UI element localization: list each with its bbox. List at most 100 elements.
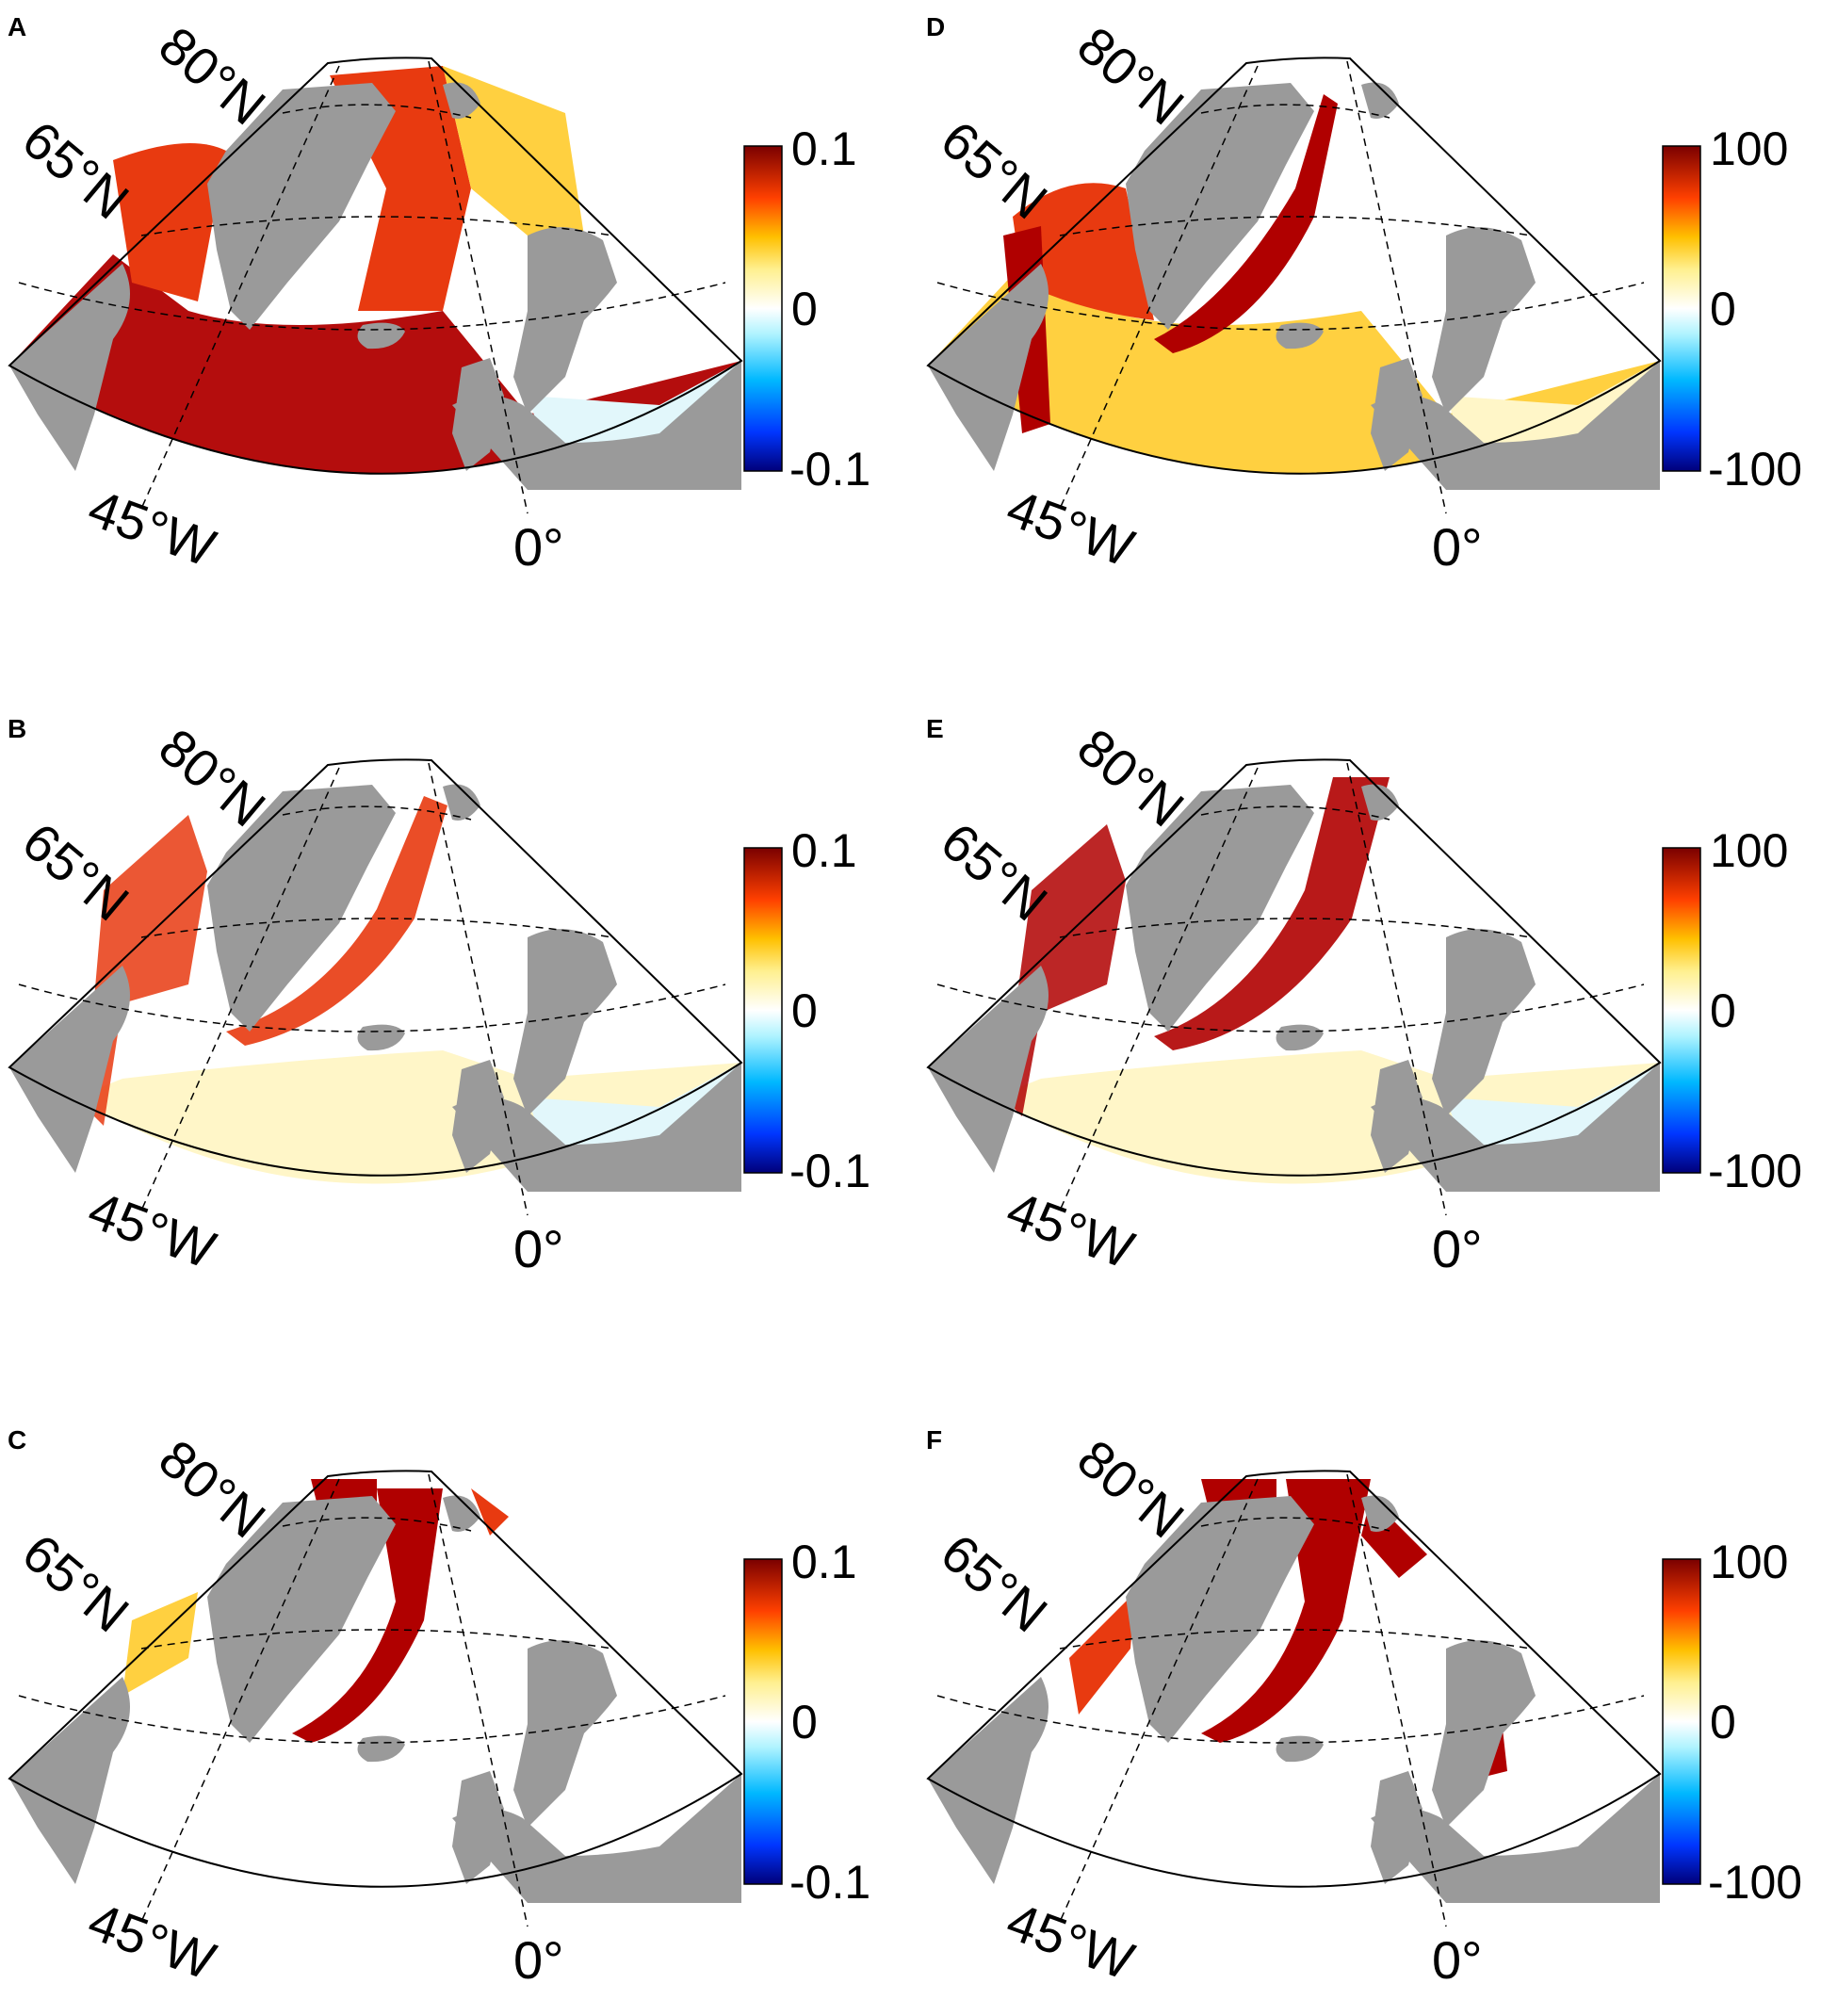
- latitude-line-80n: [1200, 805, 1390, 821]
- colorbar-gradient: [743, 847, 783, 1174]
- lat-label-65n: 65°N: [11, 1522, 139, 1644]
- svalbard-landmass: [1361, 1495, 1399, 1532]
- map-frame: [8, 758, 743, 1177]
- colorbar: 100 0 -100: [1662, 1536, 1802, 1909]
- lon-label-0: 0°: [513, 1930, 564, 1990]
- lon-label-0: 0°: [1432, 517, 1483, 577]
- scandinavia-landmass: [1432, 929, 1536, 1116]
- latitude-line-80n: [282, 1517, 472, 1532]
- lon-label-0: 0°: [513, 517, 564, 577]
- colorbar-mid-label: 0: [791, 283, 818, 335]
- longitude-line-45w: [1059, 65, 1259, 510]
- north-america-landmass: [928, 966, 1049, 1173]
- colorbar-min-label: -100: [1708, 1856, 1802, 1909]
- map-frame: [926, 1470, 1662, 1888]
- europe-landmass: [1371, 361, 1660, 490]
- greenland-landmass: [1126, 785, 1314, 1032]
- lon-label-45w: 45°W: [1000, 1179, 1142, 1279]
- graticule: [18, 762, 726, 1216]
- colorbar-max-label: 100: [1710, 122, 1788, 175]
- greenland-landmass: [1126, 1496, 1314, 1743]
- greenland-landmass: [207, 83, 396, 330]
- land-masses: [928, 784, 1660, 1192]
- latitude-line-60n: [18, 282, 726, 331]
- map-panel-b: B 80°N65°N45°W 0°0.10-0.1: [8, 714, 870, 1279]
- longitude-line-0: [428, 60, 528, 514]
- colorbar-gradient: [743, 1558, 783, 1885]
- land-masses: [928, 82, 1660, 490]
- positive-anomaly-region: [85, 815, 207, 1126]
- map-frame: [926, 57, 1662, 475]
- colorbar-max-label: 0.1: [791, 824, 857, 877]
- colorbar-min-label: -100: [1708, 443, 1802, 496]
- svalbard-landmass: [443, 82, 480, 119]
- lon-label-45w: 45°W: [81, 1179, 223, 1279]
- panel-label: D: [926, 12, 945, 41]
- graticule: [18, 60, 726, 514]
- graticule: [936, 60, 1645, 514]
- positive-anomaly-region: [292, 1488, 443, 1743]
- positive-anomaly-region: [471, 1488, 509, 1536]
- latitude-line-80n: [282, 104, 472, 119]
- colorbar-max-label: 100: [1710, 1536, 1788, 1588]
- land-masses: [928, 1495, 1660, 1903]
- colorbar-mid-label: 0: [791, 984, 818, 1037]
- colorbar: 0.1 0 -0.1: [743, 824, 870, 1197]
- colorbar: 0.1 0 -0.1: [743, 1536, 870, 1909]
- field-shading: [994, 777, 1660, 1184]
- field-shading: [9, 66, 741, 474]
- longitude-line-45w: [140, 767, 340, 1211]
- north-america-landmass: [9, 966, 130, 1173]
- colorbar: 100 0 -100: [1662, 824, 1802, 1197]
- longitude-line-45w: [140, 1478, 340, 1923]
- colorbar-mid-label: 0: [1710, 283, 1736, 335]
- colorbar: 0.1 0 -0.1: [743, 122, 870, 496]
- panel-label: F: [926, 1425, 942, 1455]
- longitude-line-0: [1346, 1473, 1447, 1927]
- scandinavia-landmass: [513, 929, 617, 1116]
- panel-label: B: [8, 714, 26, 743]
- lon-label-0: 0°: [1432, 1219, 1483, 1278]
- lat-label-65n: 65°N: [11, 109, 139, 231]
- lon-label-45w: 45°W: [81, 478, 223, 577]
- positive-anomaly-region: [226, 796, 447, 1046]
- svalbard-landmass: [1361, 784, 1399, 821]
- colorbar: 100 0 -100: [1662, 122, 1802, 496]
- lon-label-45w: 45°W: [1000, 478, 1142, 577]
- latitude-line-60n: [18, 984, 726, 1032]
- europe-landmass: [452, 361, 741, 490]
- colorbar-mid-label: 0: [1710, 984, 1736, 1037]
- greenland-landmass: [207, 1496, 396, 1743]
- lon-label-45w: 45°W: [1000, 1891, 1142, 1991]
- graticule: [936, 1473, 1645, 1927]
- colorbar-min-label: -0.1: [789, 1145, 870, 1197]
- latitude-line-80n: [1200, 104, 1390, 119]
- map-panel-c: C 80°N65°N45°W 0°0.10-0.1: [8, 1425, 870, 1991]
- north-america-landmass: [9, 264, 130, 471]
- panel-label: C: [8, 1425, 26, 1455]
- greenland-landmass: [1126, 83, 1314, 330]
- colorbar-gradient: [743, 145, 783, 472]
- lat-label-65n: 65°N: [930, 1522, 1058, 1644]
- colorbar-gradient: [1662, 847, 1701, 1174]
- iceland-landmass: [1276, 1024, 1324, 1051]
- map-panel-a: A 80°N65°N45°W 0°0.10-0.1: [8, 12, 870, 577]
- iceland-landmass: [357, 322, 405, 350]
- svalbard-landmass: [443, 784, 480, 821]
- colorbar-mid-label: 0: [1710, 1696, 1736, 1748]
- europe-landmass: [452, 1063, 741, 1192]
- longitude-line-45w: [1059, 1478, 1259, 1923]
- panel-label: E: [926, 714, 944, 743]
- north-america-landmass: [928, 1677, 1049, 1884]
- colorbar-max-label: 0.1: [791, 1536, 857, 1588]
- europe-landmass: [1371, 1774, 1660, 1903]
- longitude-line-0: [428, 1473, 528, 1927]
- longitude-line-0: [1346, 60, 1447, 514]
- colorbar-max-label: 100: [1710, 824, 1788, 877]
- north-america-landmass: [9, 1677, 130, 1884]
- colorbar-max-label: 0.1: [791, 122, 857, 175]
- scandinavia-landmass: [1432, 227, 1536, 415]
- svalbard-landmass: [443, 1495, 480, 1532]
- scandinavia-landmass: [513, 227, 617, 415]
